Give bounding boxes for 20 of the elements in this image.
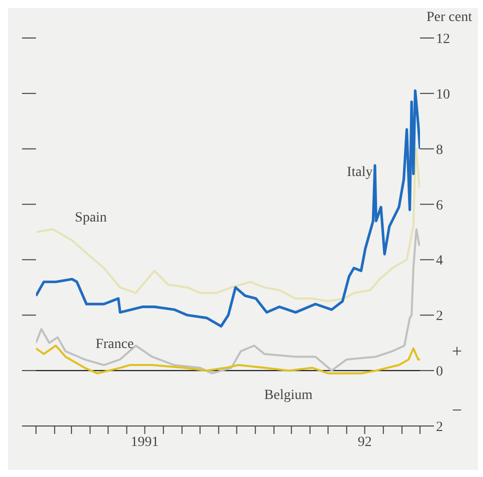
line-series (36, 148, 420, 302)
line-series (36, 228, 420, 374)
y-axis-title: Per cent (426, 10, 472, 26)
y-tick-label: 6 (436, 198, 443, 214)
series-label: Italy (346, 165, 373, 180)
y-tick-label: 12 (436, 32, 450, 47)
text: + (452, 341, 462, 362)
x-tick-label: 1991 (130, 434, 159, 450)
text: − (452, 400, 462, 421)
series-label: Belgium (264, 388, 313, 404)
line-series (36, 89, 420, 328)
y-tick-label: 2 (436, 309, 443, 324)
y-tick-label: 8 (436, 142, 443, 158)
y-tick-label: 4 (436, 254, 443, 269)
y-tick-label: 2 (436, 420, 443, 435)
x-tick-label: 92 (358, 434, 372, 450)
y-tick-label: 10 (436, 87, 450, 102)
y-tick-label: 0 (436, 364, 443, 380)
series-label: France (96, 336, 134, 352)
series-label: Spain (74, 210, 107, 226)
